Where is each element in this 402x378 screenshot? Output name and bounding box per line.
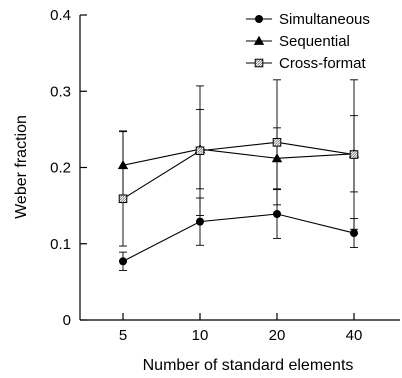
y-tick-label: 0	[63, 312, 71, 329]
x-tick-label: 40	[346, 327, 363, 344]
x-tick-label: 10	[192, 327, 209, 344]
x-tick-label: 5	[119, 327, 127, 344]
x-tick-label: 20	[269, 327, 286, 344]
legend-item: Cross-format	[246, 55, 367, 72]
data-point	[272, 138, 282, 147]
data-point	[196, 217, 204, 226]
data-point	[273, 210, 281, 219]
x-axis-title: Number of standard elements	[143, 357, 354, 374]
legend-label: Simultaneous	[279, 11, 370, 28]
y-tick-label: 0.1	[50, 236, 71, 253]
legend-label: Cross-format	[279, 55, 367, 72]
data-point	[350, 229, 358, 238]
series-layer	[117, 79, 360, 271]
data-point	[349, 150, 359, 159]
y-ticks: 0 0.1 0.2 0.3 0.4	[50, 7, 87, 329]
data-point	[119, 257, 127, 266]
legend-marker	[253, 35, 265, 45]
data-point	[195, 146, 205, 156]
legend-item: Sequential	[246, 33, 350, 50]
y-tick-label: 0.2	[50, 160, 71, 177]
series-cross-format	[118, 79, 359, 247]
legend: Simultaneous Sequential Cross-format	[246, 11, 370, 72]
legend-marker	[254, 58, 264, 68]
legend-marker	[255, 15, 263, 23]
x-ticks: 5 10 20 40	[119, 313, 363, 344]
series-simultaneous	[119, 189, 358, 271]
series-sequential	[117, 109, 360, 200]
legend-label: Sequential	[279, 33, 350, 50]
y-tick-label: 0.3	[50, 83, 71, 100]
y-tick-label: 0.4	[50, 7, 71, 24]
series-line	[122, 141, 355, 200]
series-line	[122, 148, 355, 166]
data-point	[118, 194, 128, 204]
y-axis-title: Weber fraction	[13, 115, 30, 219]
legend-item: Simultaneous	[246, 11, 370, 28]
series-line	[122, 213, 355, 262]
